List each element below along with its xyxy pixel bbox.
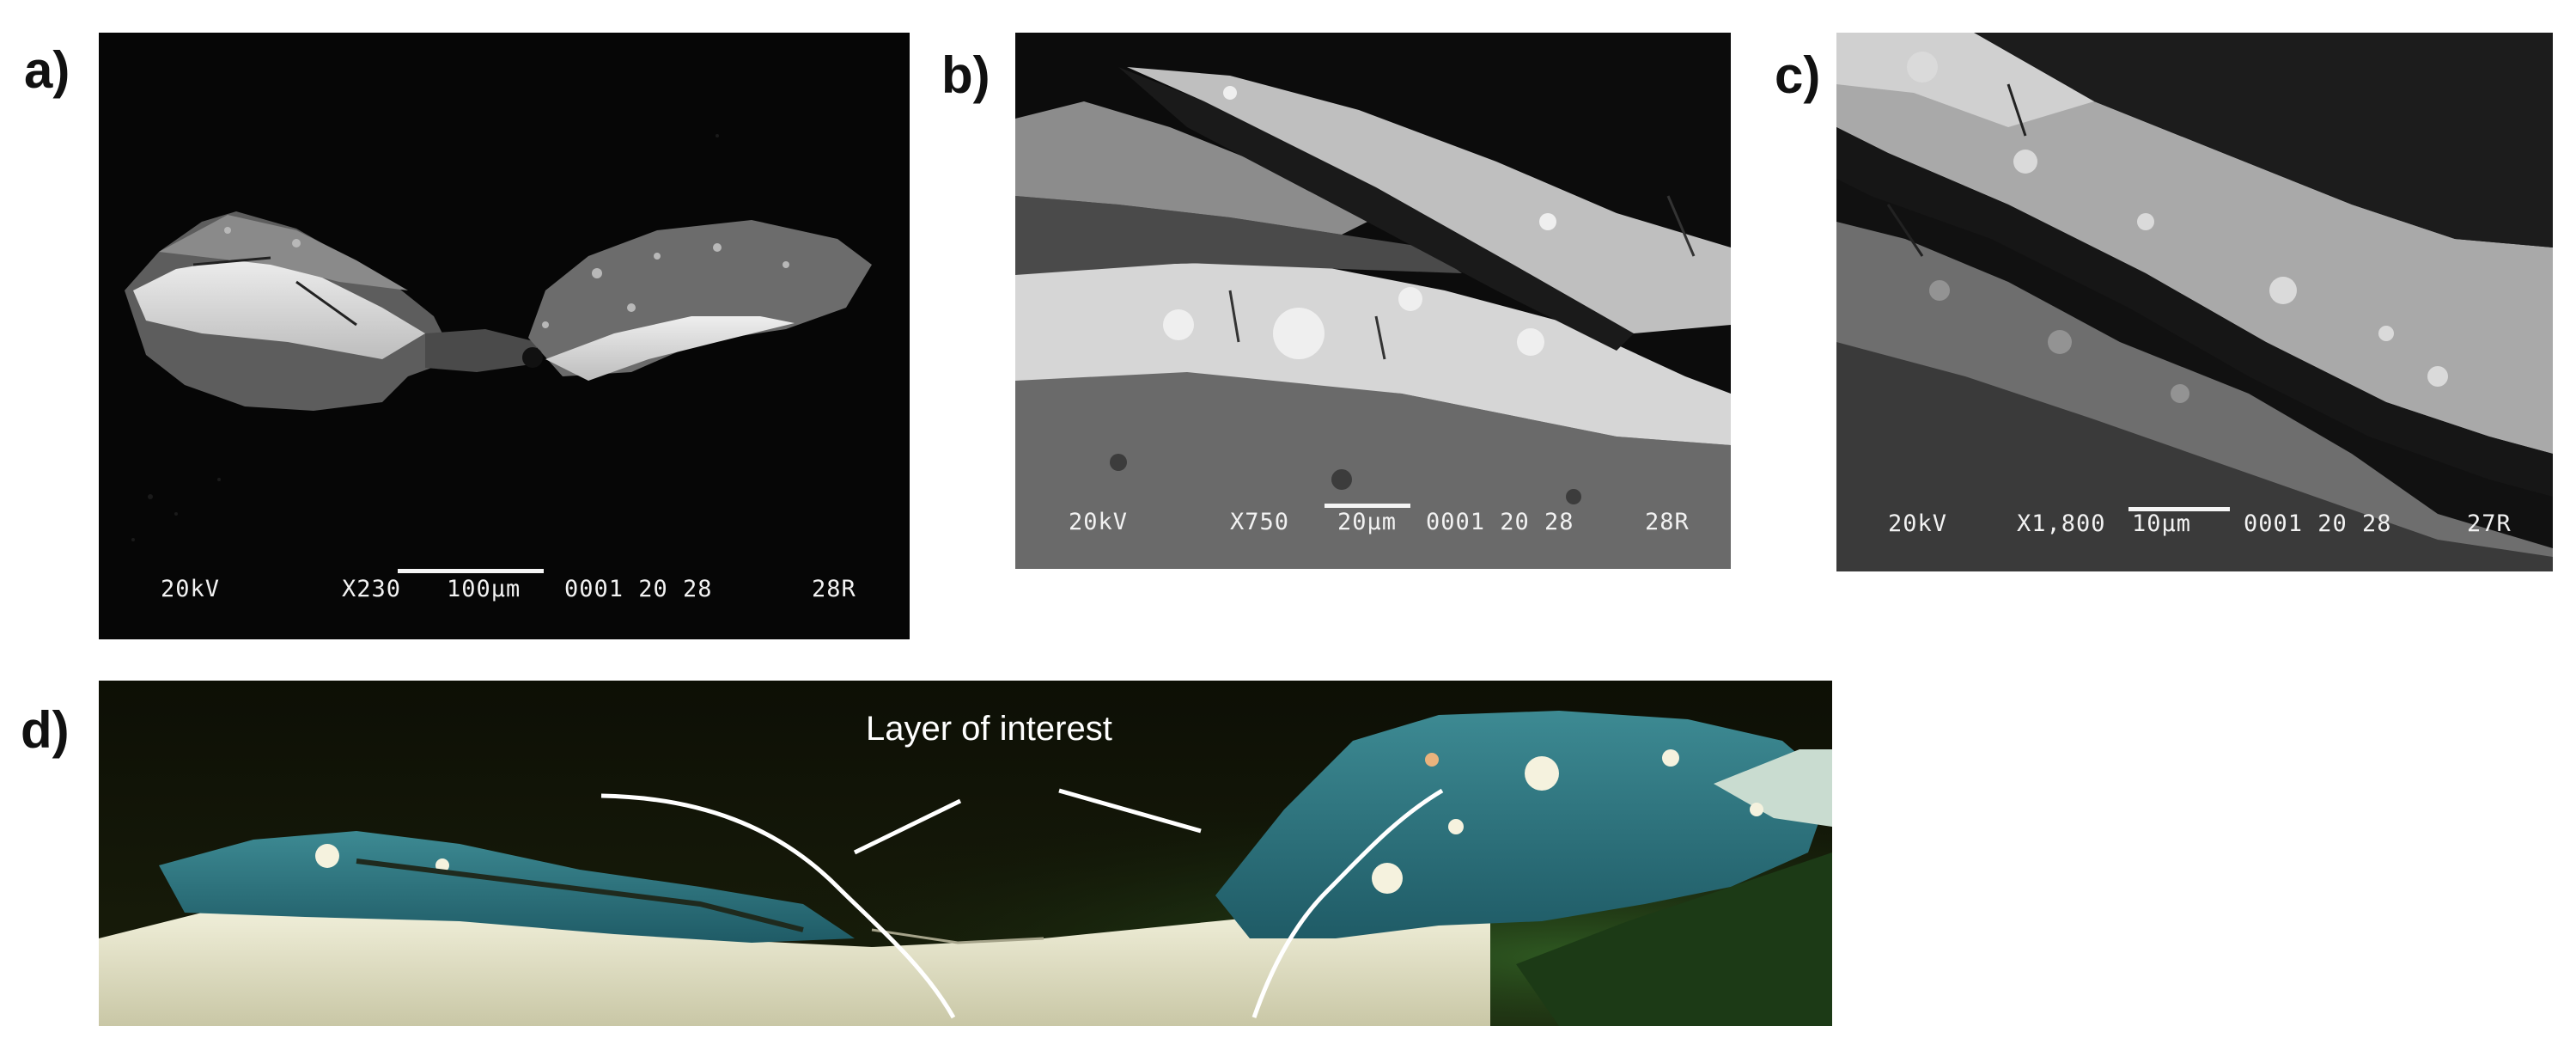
panel-b-magnification: X750 bbox=[1230, 509, 1290, 535]
panel-c-magnification: X1,800 bbox=[2017, 510, 2106, 537]
panel-b-sem-image: 20kV X750 20µm 0001 20 28 28R bbox=[1015, 33, 1731, 569]
panel-a-sem-image: 20kV X230 100µm 0001 20 28 28R bbox=[99, 33, 910, 639]
panel-c-label: c) bbox=[1775, 46, 1821, 104]
panel-b-micrograph bbox=[1015, 33, 1731, 569]
panel-c-voltage: 20kV bbox=[1888, 510, 1948, 537]
panel-c-databar: 20kV X1,800 10µm 0001 20 28 27R bbox=[1836, 510, 2553, 545]
panel-b-databar: 20kV X750 20µm 0001 20 28 28R bbox=[1015, 509, 1731, 543]
panel-a-image-number: 0001 20 28 bbox=[564, 576, 713, 602]
panel-a-scale-bar bbox=[398, 569, 544, 573]
panel-b-label: b) bbox=[941, 46, 990, 104]
annotation-leader-right bbox=[1058, 788, 1202, 834]
panel-c-sample-id: 27R bbox=[2467, 510, 2512, 537]
panel-a-magnification: X230 bbox=[342, 576, 402, 602]
panel-a-micrograph bbox=[99, 33, 910, 639]
panel-a-scale-label: 100µm bbox=[447, 576, 521, 602]
panel-d-optical-image: Layer of interest bbox=[99, 681, 1832, 1026]
annotation-leader-left bbox=[853, 798, 962, 855]
panel-c-image-number: 0001 20 28 bbox=[2244, 510, 2392, 537]
panel-a-sample-id: 28R bbox=[812, 576, 856, 602]
panel-d-label: d) bbox=[21, 701, 70, 759]
annotation-bracket-right bbox=[1251, 788, 1444, 1018]
panel-b-scale-label: 20µm bbox=[1337, 509, 1398, 535]
panel-a-label: a) bbox=[24, 41, 70, 99]
panel-c-scale-bar bbox=[2128, 507, 2230, 511]
panel-d-micrograph bbox=[99, 681, 1832, 1026]
panel-a-voltage: 20kV bbox=[161, 576, 221, 602]
panel-b-sample-id: 28R bbox=[1645, 509, 1690, 535]
panel-c-sem-image: 20kV X1,800 10µm 0001 20 28 27R bbox=[1836, 33, 2553, 571]
panel-b-image-number: 0001 20 28 bbox=[1426, 509, 1574, 535]
panel-c-scale-label: 10µm bbox=[2132, 510, 2192, 537]
panel-b-scale-bar bbox=[1325, 504, 1410, 508]
panel-b-voltage: 20kV bbox=[1069, 509, 1129, 535]
layer-of-interest-label: Layer of interest bbox=[866, 710, 1112, 748]
panel-a-databar: 20kV X230 100µm 0001 20 28 28R bbox=[99, 576, 910, 610]
panel-c-micrograph bbox=[1836, 33, 2553, 571]
annotation-bracket-left bbox=[600, 793, 956, 1019]
